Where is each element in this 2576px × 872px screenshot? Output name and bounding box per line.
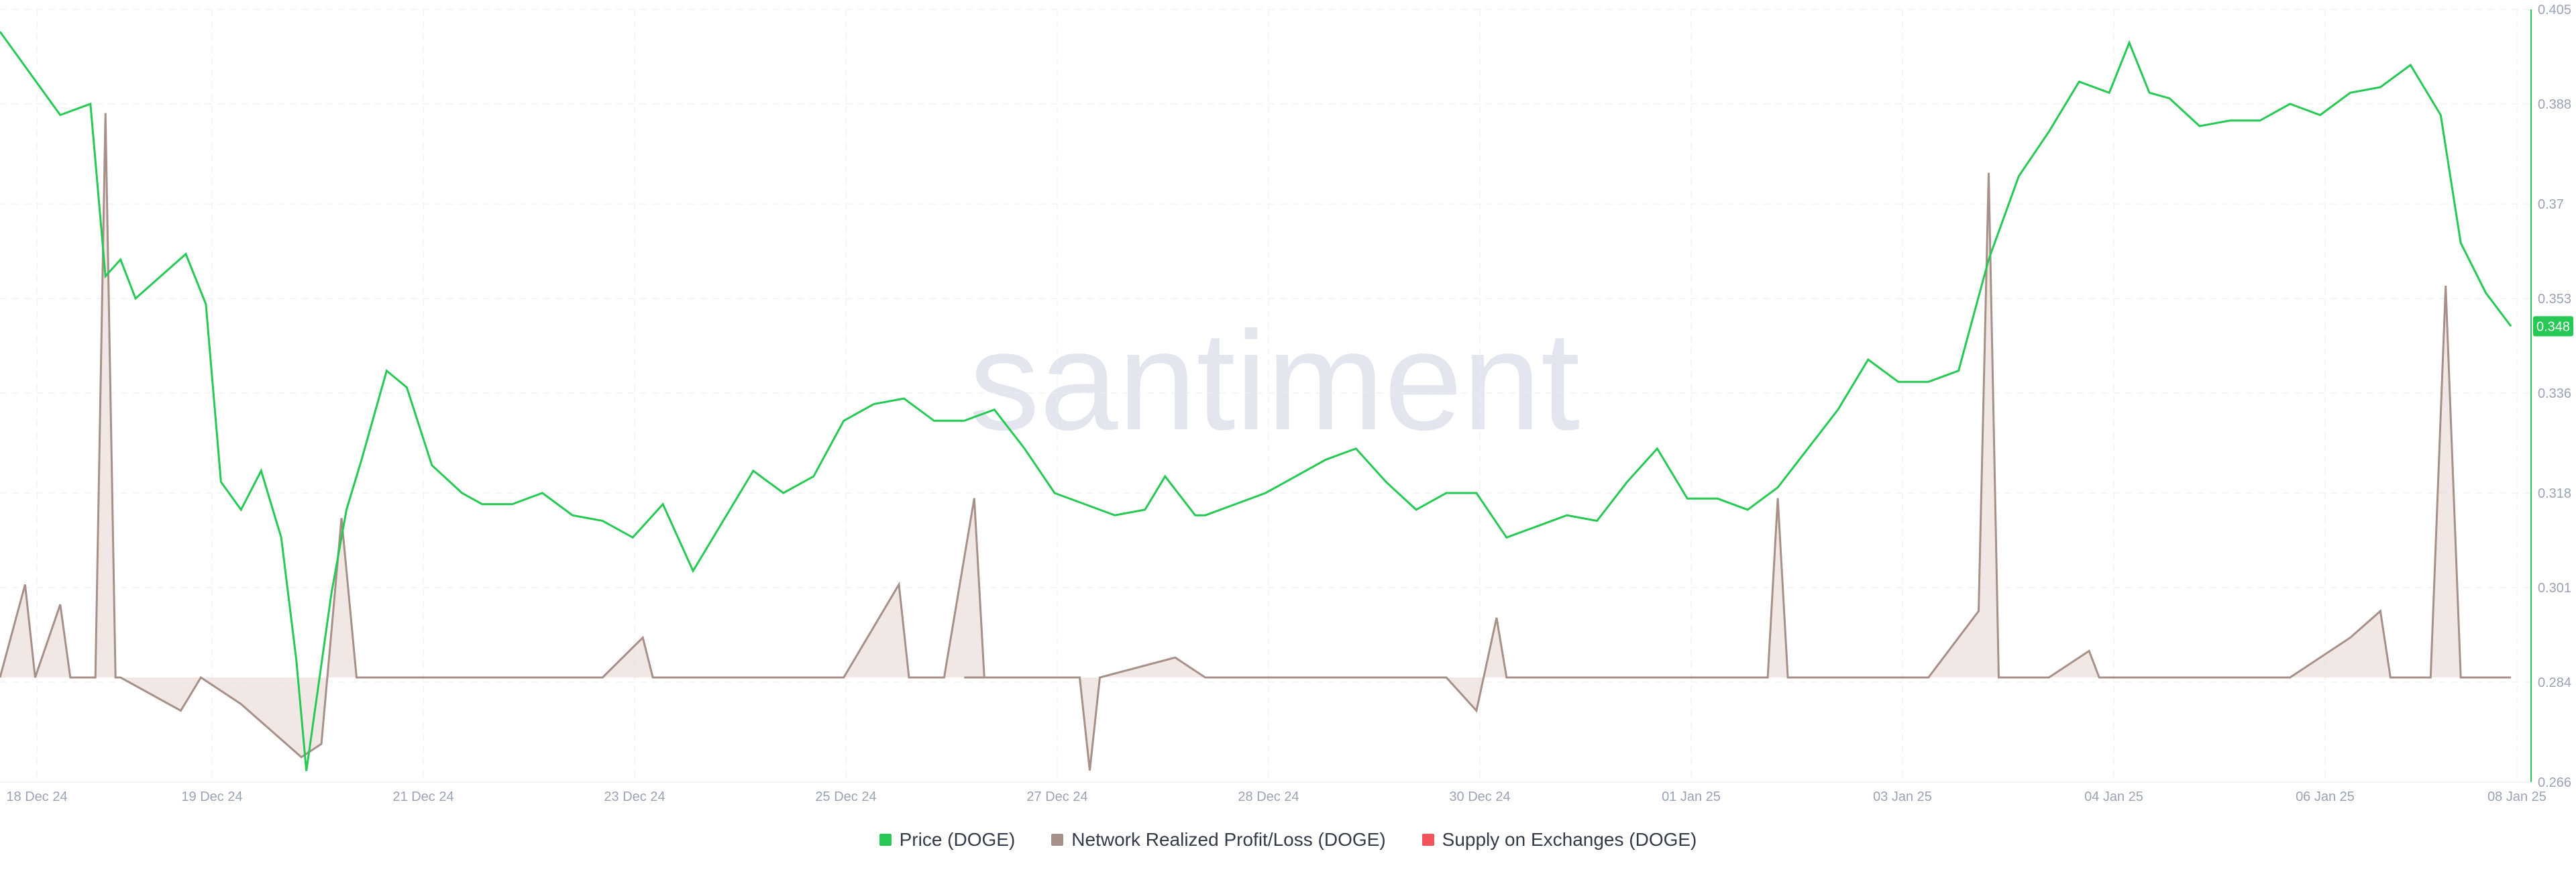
x-tick-label: 25 Dec 24 xyxy=(815,789,876,804)
current-price-value: 0.348 xyxy=(2536,319,2570,334)
legend-label-profit-loss: Network Realized Profit/Loss (DOGE) xyxy=(1071,829,1386,850)
y-tick-label: 0.318 xyxy=(2538,486,2571,501)
y-tick-label: 0.37 xyxy=(2538,197,2564,212)
y-tick-label: 0.336 xyxy=(2538,386,2571,401)
legend-label-supply: Supply on Exchanges (DOGE) xyxy=(1442,829,1697,850)
x-tick-label: 27 Dec 24 xyxy=(1026,789,1087,804)
y-tick-label: 0.388 xyxy=(2538,97,2571,112)
x-tick-label: 18 Dec 24 xyxy=(6,789,67,804)
x-tick-label: 01 Jan 25 xyxy=(1662,789,1721,804)
x-tick-label: 28 Dec 24 xyxy=(1238,789,1299,804)
x-tick-label: 21 Dec 24 xyxy=(392,789,453,804)
profit-loss-area xyxy=(0,113,2512,771)
y-axis-ticks: 0.405 0.388 0.37 0.353 0.336 0.318 0.301 0.284 0… xyxy=(2538,3,2571,790)
legend-swatch-supply xyxy=(1421,834,1434,846)
legend-label-price: Price (DOGE) xyxy=(899,829,1016,850)
y-tick-label: 0.353 xyxy=(2538,292,2571,307)
current-price-badge: 0.348 xyxy=(2533,316,2573,337)
legend-item-profit-loss[interactable]: Network Realized Profit/Loss (DOGE) xyxy=(1051,829,1386,851)
profit-loss-line xyxy=(0,113,2512,771)
x-tick-label: 04 Jan 25 xyxy=(2084,789,2143,804)
current-price-badge-bg xyxy=(2533,316,2573,337)
grid-lines xyxy=(0,9,2531,783)
legend-swatch-price xyxy=(879,834,892,846)
y-tick-label: 0.405 xyxy=(2538,3,2571,17)
santiment-watermark: santiment xyxy=(969,302,1580,459)
legend: Price (DOGE) Network Realized Profit/Los… xyxy=(0,829,2576,851)
x-axis-ticks: 18 Dec 24 19 Dec 24 21 Dec 24 23 Dec 24 25 D… xyxy=(6,789,2546,804)
legend-item-price[interactable]: Price (DOGE) xyxy=(879,829,1016,851)
x-tick-label: 06 Jan 25 xyxy=(2296,789,2355,804)
x-tick-label: 19 Dec 24 xyxy=(181,789,242,804)
y-tick-label: 0.301 xyxy=(2538,581,2571,596)
x-tick-label: 03 Jan 25 xyxy=(1873,789,1932,804)
y-tick-label: 0.284 xyxy=(2538,675,2571,690)
price-line xyxy=(0,31,2512,771)
legend-swatch-profit-loss xyxy=(1051,834,1064,846)
y-tick-label: 0.266 xyxy=(2538,775,2571,790)
x-tick-label: 23 Dec 24 xyxy=(604,789,665,804)
x-tick-label: 30 Dec 24 xyxy=(1449,789,1510,804)
x-tick-label: 08 Jan 25 xyxy=(2487,789,2546,804)
legend-item-supply[interactable]: Supply on Exchanges (DOGE) xyxy=(1421,829,1697,851)
